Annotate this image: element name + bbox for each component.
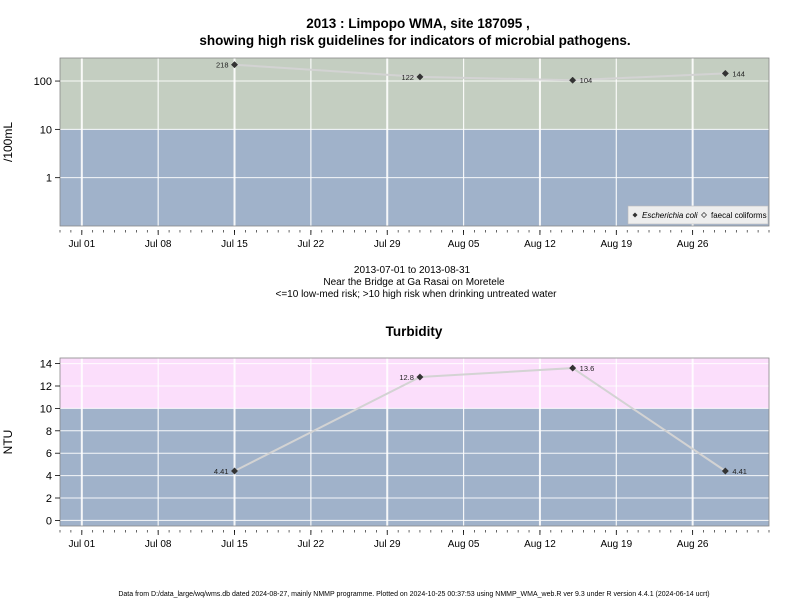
site-location-text: Near the Bridge at Ga Rasai on Moretele xyxy=(323,277,505,288)
y-tick-label: 10 xyxy=(40,403,52,415)
y-axis-title: /100mL xyxy=(1,122,15,162)
y-tick-label: 2 xyxy=(46,493,52,505)
data-label: 13.6 xyxy=(580,364,595,373)
risk-guideline-text: <=10 low-med risk; >10 high risk when dr… xyxy=(276,289,558,300)
y-tick-label: 8 xyxy=(46,426,52,438)
high-risk-band xyxy=(60,358,769,409)
x-tick-label: Jul 01 xyxy=(68,239,95,250)
x-tick-label: Aug 12 xyxy=(524,539,556,550)
legend-marker-ecoli xyxy=(632,212,638,218)
turbidity-panel: 0 2 4 6 8 10 12 14 Jul 01 Jul 08 Jul 15 Jul 22 Jul 2… xyxy=(1,357,770,550)
x-tick-label: Aug 26 xyxy=(677,239,709,250)
legend-marker-faecal xyxy=(701,212,707,218)
x-tick-label: Jul 29 xyxy=(374,539,401,550)
x-tick-label: Aug 19 xyxy=(600,239,632,250)
y-tick-label: 0 xyxy=(46,515,52,527)
x-tick-label: Jul 15 xyxy=(221,539,248,550)
x-tick-label: Aug 26 xyxy=(677,539,709,550)
y-tick-label: 10 xyxy=(40,124,52,136)
figure-title-line-1: 2013 : Limpopo WMA, site 187095 , xyxy=(306,16,530,31)
x-tick-label: Aug 12 xyxy=(524,239,556,250)
y-tick-label: 1 xyxy=(46,173,52,185)
x-tick-label: Jul 22 xyxy=(298,539,325,550)
data-point xyxy=(569,76,577,84)
low-med-risk-band xyxy=(60,408,769,526)
y-tick-label: 14 xyxy=(40,359,52,371)
high-risk-band xyxy=(60,58,769,130)
figure-title-line-2: showing high risk guidelines for indicat… xyxy=(199,33,630,48)
x-tick-label: Aug 05 xyxy=(448,239,480,250)
series-line xyxy=(234,367,726,472)
plot-frame xyxy=(59,357,770,527)
data-label: 4.41 xyxy=(214,467,229,476)
x-tick-label: Jul 22 xyxy=(298,239,325,250)
x-tick-label: Jul 29 xyxy=(374,239,401,250)
y-tick-label: 100 xyxy=(34,76,52,88)
series-line xyxy=(234,63,726,82)
plot-frame xyxy=(59,57,770,227)
x-tick-label: Jul 15 xyxy=(221,239,248,250)
data-label: 104 xyxy=(580,76,593,85)
data-point xyxy=(416,373,424,381)
legend-label-ecoli: Escherichia coli xyxy=(642,211,698,220)
legend-box xyxy=(627,205,769,225)
x-tick-label: Jul 08 xyxy=(145,239,172,250)
legend-label-faecal: faecal coliforms xyxy=(711,211,767,220)
turbidity-panel-title: Turbidity xyxy=(386,324,443,339)
x-tick-label: Jul 08 xyxy=(145,539,172,550)
y-axis-title: NTU xyxy=(1,430,15,455)
data-point xyxy=(230,61,239,69)
x-tick-label: Jul 01 xyxy=(68,539,95,550)
date-range-text: 2013-07-01 to 2013-08-31 xyxy=(354,265,471,276)
data-label: 4.41 xyxy=(732,467,747,476)
data-point xyxy=(569,364,577,372)
data-label: 122 xyxy=(401,73,414,82)
data-label: 12.8 xyxy=(399,373,414,382)
legend: Escherichia coli faecal coliforms xyxy=(627,205,769,225)
y-tick-label: 4 xyxy=(46,471,52,483)
data-point xyxy=(230,467,239,475)
data-point xyxy=(721,69,729,77)
data-point xyxy=(416,73,424,81)
y-tick-label: 12 xyxy=(40,381,52,393)
data-point xyxy=(721,467,729,475)
data-label: 144 xyxy=(732,69,745,78)
y-tick-label: 6 xyxy=(46,448,52,460)
ecoli-panel: 1 10 100 Jul 01 Jul 08 Jul 15 Jul 22 Jul 29 Aug … xyxy=(1,57,770,250)
footer-note: Data from D:/data_large/wq/wms.db dated … xyxy=(118,591,709,598)
x-tick-label: Aug 19 xyxy=(600,539,632,550)
data-label: 218 xyxy=(216,61,229,70)
x-tick-label: Aug 05 xyxy=(448,539,480,550)
